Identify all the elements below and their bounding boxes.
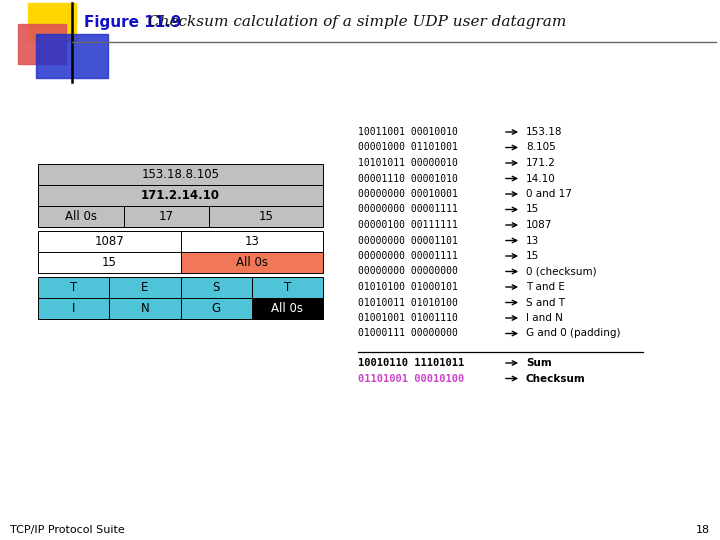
- Text: 14.10: 14.10: [526, 173, 556, 184]
- Text: I: I: [72, 302, 76, 315]
- Text: 1087: 1087: [94, 235, 124, 248]
- Text: Figure 11.9: Figure 11.9: [84, 15, 181, 30]
- Text: 00001000 01101001: 00001000 01101001: [358, 143, 458, 152]
- Text: 01000111 00000000: 01000111 00000000: [358, 328, 458, 339]
- Text: 15: 15: [526, 205, 539, 214]
- Text: Checksum calculation of a simple UDP user datagram: Checksum calculation of a simple UDP use…: [148, 15, 567, 29]
- Bar: [28, 3, 76, 41]
- Text: 18: 18: [696, 525, 710, 535]
- Text: All 0s: All 0s: [271, 302, 303, 315]
- Text: 01001001 01001110: 01001001 01001110: [358, 313, 458, 323]
- Bar: [18, 24, 66, 64]
- Text: G: G: [212, 302, 221, 315]
- Text: 171.2: 171.2: [526, 158, 556, 168]
- Text: 15: 15: [102, 256, 117, 269]
- Text: 01010011 01010100: 01010011 01010100: [358, 298, 458, 307]
- Text: 15: 15: [258, 210, 274, 223]
- Text: 153.18.8.105: 153.18.8.105: [142, 168, 220, 181]
- Text: 13: 13: [526, 235, 539, 246]
- Text: 153.18: 153.18: [526, 127, 562, 137]
- Bar: [38, 206, 124, 227]
- Bar: [181, 231, 323, 252]
- Text: T: T: [70, 281, 77, 294]
- Text: 00000100 00111111: 00000100 00111111: [358, 220, 458, 230]
- Bar: [252, 298, 323, 319]
- Bar: [36, 34, 108, 78]
- Bar: [181, 298, 252, 319]
- Text: 01010100 01000101: 01010100 01000101: [358, 282, 458, 292]
- Bar: [109, 277, 181, 298]
- Text: 00000000 00001111: 00000000 00001111: [358, 205, 458, 214]
- Text: 1087: 1087: [526, 220, 552, 230]
- Text: 00000000 00010001: 00000000 00010001: [358, 189, 458, 199]
- Bar: [38, 252, 181, 273]
- Text: 17: 17: [158, 210, 174, 223]
- Text: 10010110 11101011: 10010110 11101011: [358, 358, 464, 368]
- Text: All 0s: All 0s: [235, 256, 268, 269]
- Text: 171.2.14.10: 171.2.14.10: [141, 189, 220, 202]
- Text: 00000000 00000000: 00000000 00000000: [358, 267, 458, 276]
- Text: S: S: [212, 281, 220, 294]
- Bar: [124, 206, 209, 227]
- Text: All 0s: All 0s: [65, 210, 96, 223]
- Bar: [209, 206, 323, 227]
- Text: 15: 15: [526, 251, 539, 261]
- Bar: [181, 252, 323, 273]
- Text: Sum: Sum: [526, 358, 552, 368]
- Text: 00000000 00001101: 00000000 00001101: [358, 235, 458, 246]
- Text: Checksum: Checksum: [526, 374, 586, 383]
- Text: 10101011 00000010: 10101011 00000010: [358, 158, 458, 168]
- Text: 13: 13: [244, 235, 259, 248]
- Bar: [109, 298, 181, 319]
- Text: S and T: S and T: [526, 298, 565, 307]
- Text: 0 (checksum): 0 (checksum): [526, 267, 597, 276]
- Bar: [252, 277, 323, 298]
- Text: N: N: [140, 302, 149, 315]
- Text: G and 0 (padding): G and 0 (padding): [526, 328, 621, 339]
- Bar: [38, 277, 109, 298]
- Text: 00001110 00001010: 00001110 00001010: [358, 173, 458, 184]
- Text: 10011001 00010010: 10011001 00010010: [358, 127, 458, 137]
- Bar: [38, 185, 323, 206]
- Text: 8.105: 8.105: [526, 143, 556, 152]
- Bar: [38, 231, 181, 252]
- Text: T and E: T and E: [526, 282, 565, 292]
- Bar: [181, 277, 252, 298]
- Bar: [38, 164, 323, 185]
- Text: T: T: [284, 281, 291, 294]
- Text: 01101001 00010100: 01101001 00010100: [358, 374, 464, 383]
- Text: E: E: [141, 281, 148, 294]
- Text: TCP/IP Protocol Suite: TCP/IP Protocol Suite: [10, 525, 125, 535]
- Text: I and N: I and N: [526, 313, 563, 323]
- Text: 0 and 17: 0 and 17: [526, 189, 572, 199]
- Bar: [38, 298, 109, 319]
- Text: 00000000 00001111: 00000000 00001111: [358, 251, 458, 261]
